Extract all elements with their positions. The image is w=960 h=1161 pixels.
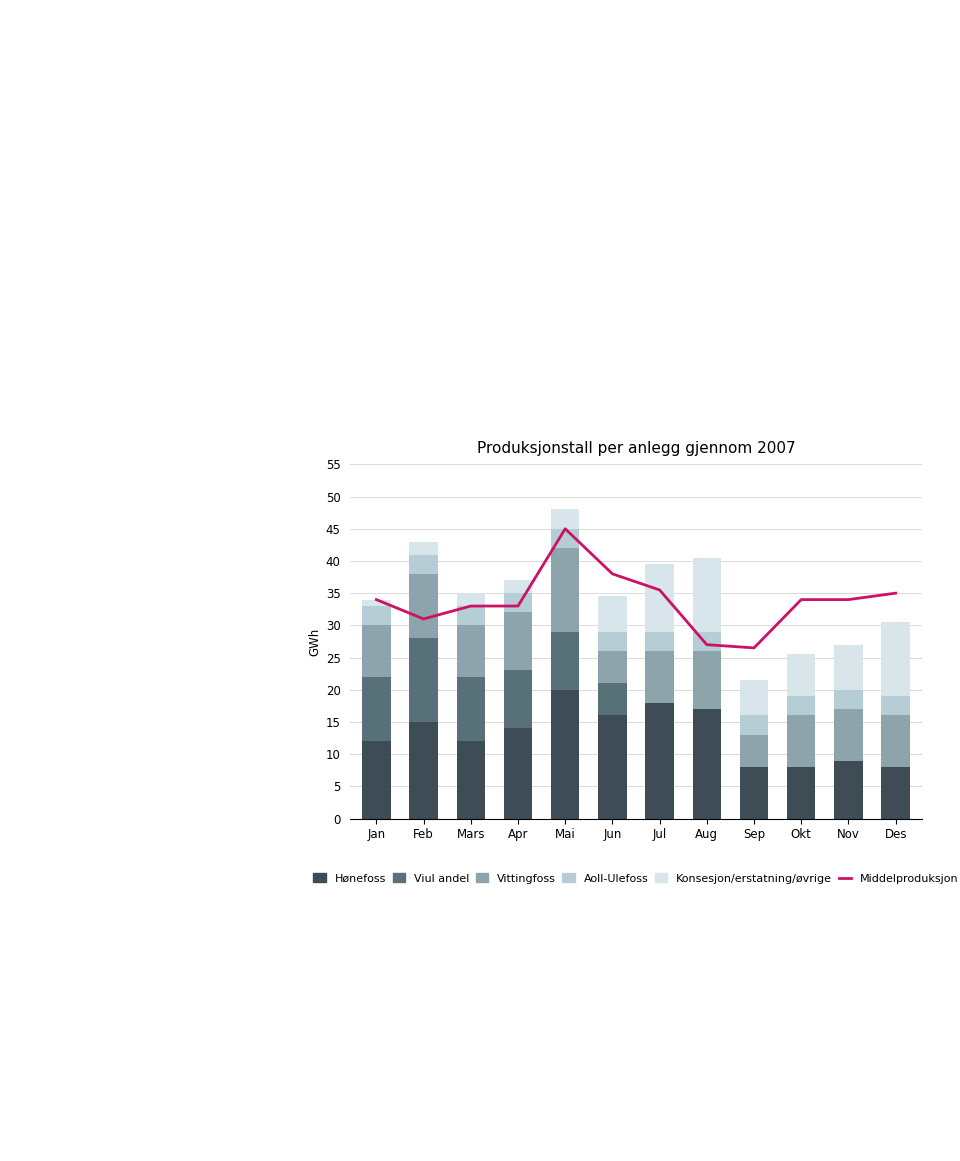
Legend: Hønefoss, Viul andel, Vittingfoss, Aoll-Ulefoss, Konsesjon/erstatning/øvrige, Mi: Hønefoss, Viul andel, Vittingfoss, Aoll-… [310, 870, 960, 887]
Bar [409, 722, 438, 819]
Bar [787, 767, 815, 819]
Bar [598, 597, 627, 632]
Bar [881, 622, 910, 697]
Bar [457, 593, 485, 606]
Bar [504, 593, 532, 613]
Title: Produksjonstall per anlegg gjennom 2007: Produksjonstall per anlegg gjennom 2007 [477, 441, 795, 456]
Bar [881, 697, 910, 715]
Bar [362, 741, 391, 819]
Bar [409, 639, 438, 722]
Bar [834, 709, 863, 760]
Bar [457, 677, 485, 741]
Bar [362, 606, 391, 626]
Bar [409, 555, 438, 574]
Middelproduksjon [796, 592, 807, 606]
Bar [598, 715, 627, 819]
Middelproduksjon [748, 641, 759, 655]
Bar [551, 548, 579, 632]
Bar [740, 680, 768, 715]
Bar [362, 626, 391, 677]
Bar [598, 684, 627, 715]
Bar [409, 542, 438, 555]
Middelproduksjon [465, 599, 476, 613]
Bar [409, 574, 438, 639]
Bar [693, 709, 721, 819]
Middelproduksjon [560, 521, 571, 535]
Bar [457, 626, 485, 677]
Bar [834, 644, 863, 690]
Bar [504, 728, 532, 819]
Bar [551, 690, 579, 819]
Bar [693, 557, 721, 632]
Bar [787, 655, 815, 697]
Bar [551, 632, 579, 690]
Bar [551, 510, 579, 528]
Bar [787, 715, 815, 767]
Middelproduksjon [418, 612, 429, 626]
Bar [740, 715, 768, 735]
Bar [645, 702, 674, 819]
Bar [457, 741, 485, 819]
Bar [457, 606, 485, 626]
Middelproduksjon [513, 599, 524, 613]
Bar [362, 599, 391, 606]
Bar [504, 670, 532, 728]
Bar [645, 564, 674, 632]
Middelproduksjon [701, 637, 712, 651]
Y-axis label: GWh: GWh [308, 627, 322, 656]
Middelproduksjon [371, 592, 382, 606]
Line: Middelproduksjon: Middelproduksjon [376, 528, 896, 648]
Bar [504, 613, 532, 670]
Bar [740, 735, 768, 767]
Bar [881, 767, 910, 819]
Middelproduksjon [607, 567, 618, 580]
Bar [551, 528, 579, 548]
Bar [693, 651, 721, 709]
Bar [504, 580, 532, 593]
Bar [645, 632, 674, 651]
Middelproduksjon [843, 592, 854, 606]
Bar [834, 760, 863, 819]
Bar [362, 677, 391, 741]
Bar [881, 715, 910, 767]
Bar [740, 767, 768, 819]
Bar [598, 651, 627, 684]
Bar [598, 632, 627, 651]
Bar [645, 651, 674, 702]
Bar [834, 690, 863, 709]
Middelproduksjon [654, 583, 665, 597]
Middelproduksjon [890, 586, 901, 600]
Bar [787, 697, 815, 715]
Bar [693, 632, 721, 651]
